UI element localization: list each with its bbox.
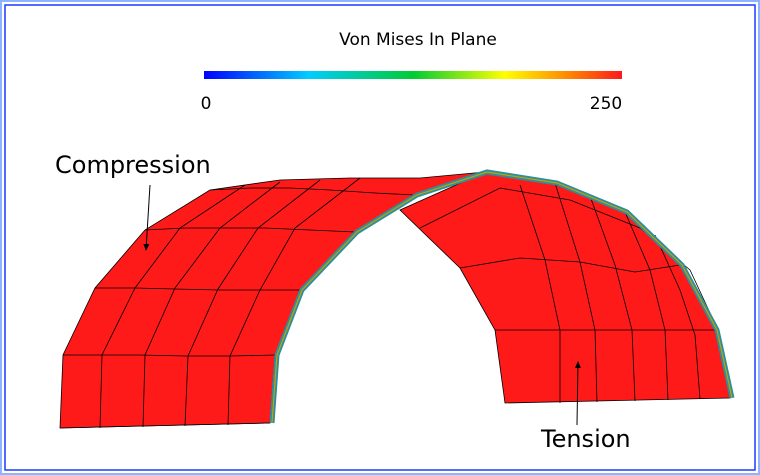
- colorbar-title: Von Mises In Plane: [339, 30, 497, 50]
- annotation-tension: Tension: [540, 425, 631, 453]
- page: Von Mises In Plane 0 250 Compression Ten…: [0, 0, 760, 475]
- colorbar-max: 250: [590, 94, 622, 114]
- arch-model: [60, 172, 732, 428]
- colorbar: [204, 71, 622, 79]
- viewport: Von Mises In Plane 0 250 Compression Ten…: [0, 0, 760, 475]
- colorbar-min: 0: [201, 94, 212, 114]
- annotation-compression: Compression: [55, 151, 211, 179]
